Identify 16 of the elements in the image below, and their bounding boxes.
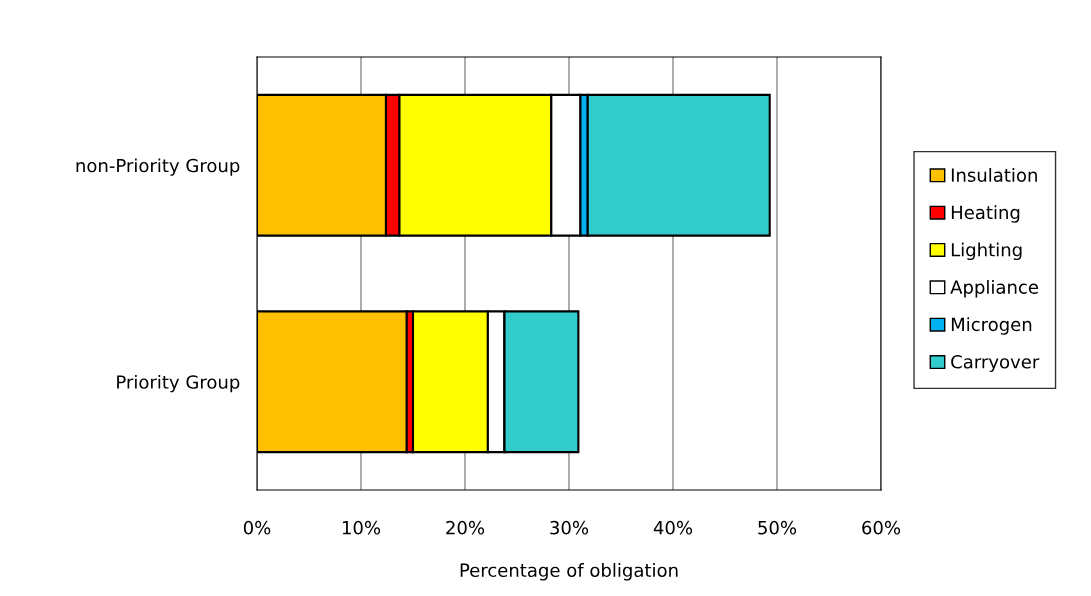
x-tick-label: 30%	[550, 520, 589, 535]
x-tick-label: 50%	[758, 520, 797, 535]
y-tick-label: non-Priority Group	[76, 158, 240, 176]
legend-label: Heating	[951, 205, 1020, 223]
legend-label: Appliance	[950, 279, 1039, 298]
x-tick-label: 0%	[243, 520, 271, 535]
legend-label: Lighting	[951, 242, 1022, 261]
legend-label: Microgen	[951, 317, 1032, 335]
y-tick-label: Priority Group	[117, 374, 240, 393]
x-tick-label: 20%	[446, 520, 485, 535]
legend-label: Insulation	[951, 167, 1037, 182]
x-tick-label: 40%	[653, 520, 693, 535]
x-axis-title: Percentage of obligation	[460, 563, 678, 581]
x-tick-label: 10%	[342, 520, 381, 535]
x-tick-label: 60%	[862, 520, 901, 535]
legend-label: Carryover	[951, 354, 1040, 373]
